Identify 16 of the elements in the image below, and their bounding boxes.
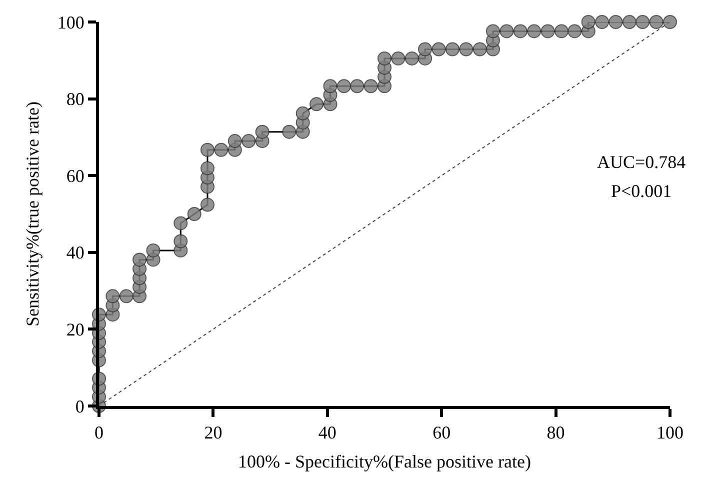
- y-tick-label: 20: [66, 320, 84, 340]
- x-axis-title: 100% - Specificity%(False positive rate): [238, 452, 531, 472]
- x-tick-label: 100: [656, 422, 684, 443]
- y-tick-label: 80: [66, 89, 84, 110]
- x-tick-label: 40: [318, 422, 336, 443]
- x-tick-label: 60: [432, 422, 451, 443]
- y-tick-label: 0: [75, 396, 84, 416]
- y-tick-label: 100: [57, 12, 84, 32]
- x-tick-label: 0: [94, 422, 104, 443]
- y-tick-label: 60: [66, 166, 84, 186]
- annotation: P<0.001: [611, 181, 672, 201]
- annotation: AUC=0.784: [597, 152, 686, 172]
- y-tick-label: 40: [66, 242, 84, 263]
- x-tick-label: 20: [204, 422, 222, 443]
- x-tick-label: 80: [546, 422, 565, 443]
- y-axis-title: Sensitivity%(true positive rate): [22, 102, 43, 326]
